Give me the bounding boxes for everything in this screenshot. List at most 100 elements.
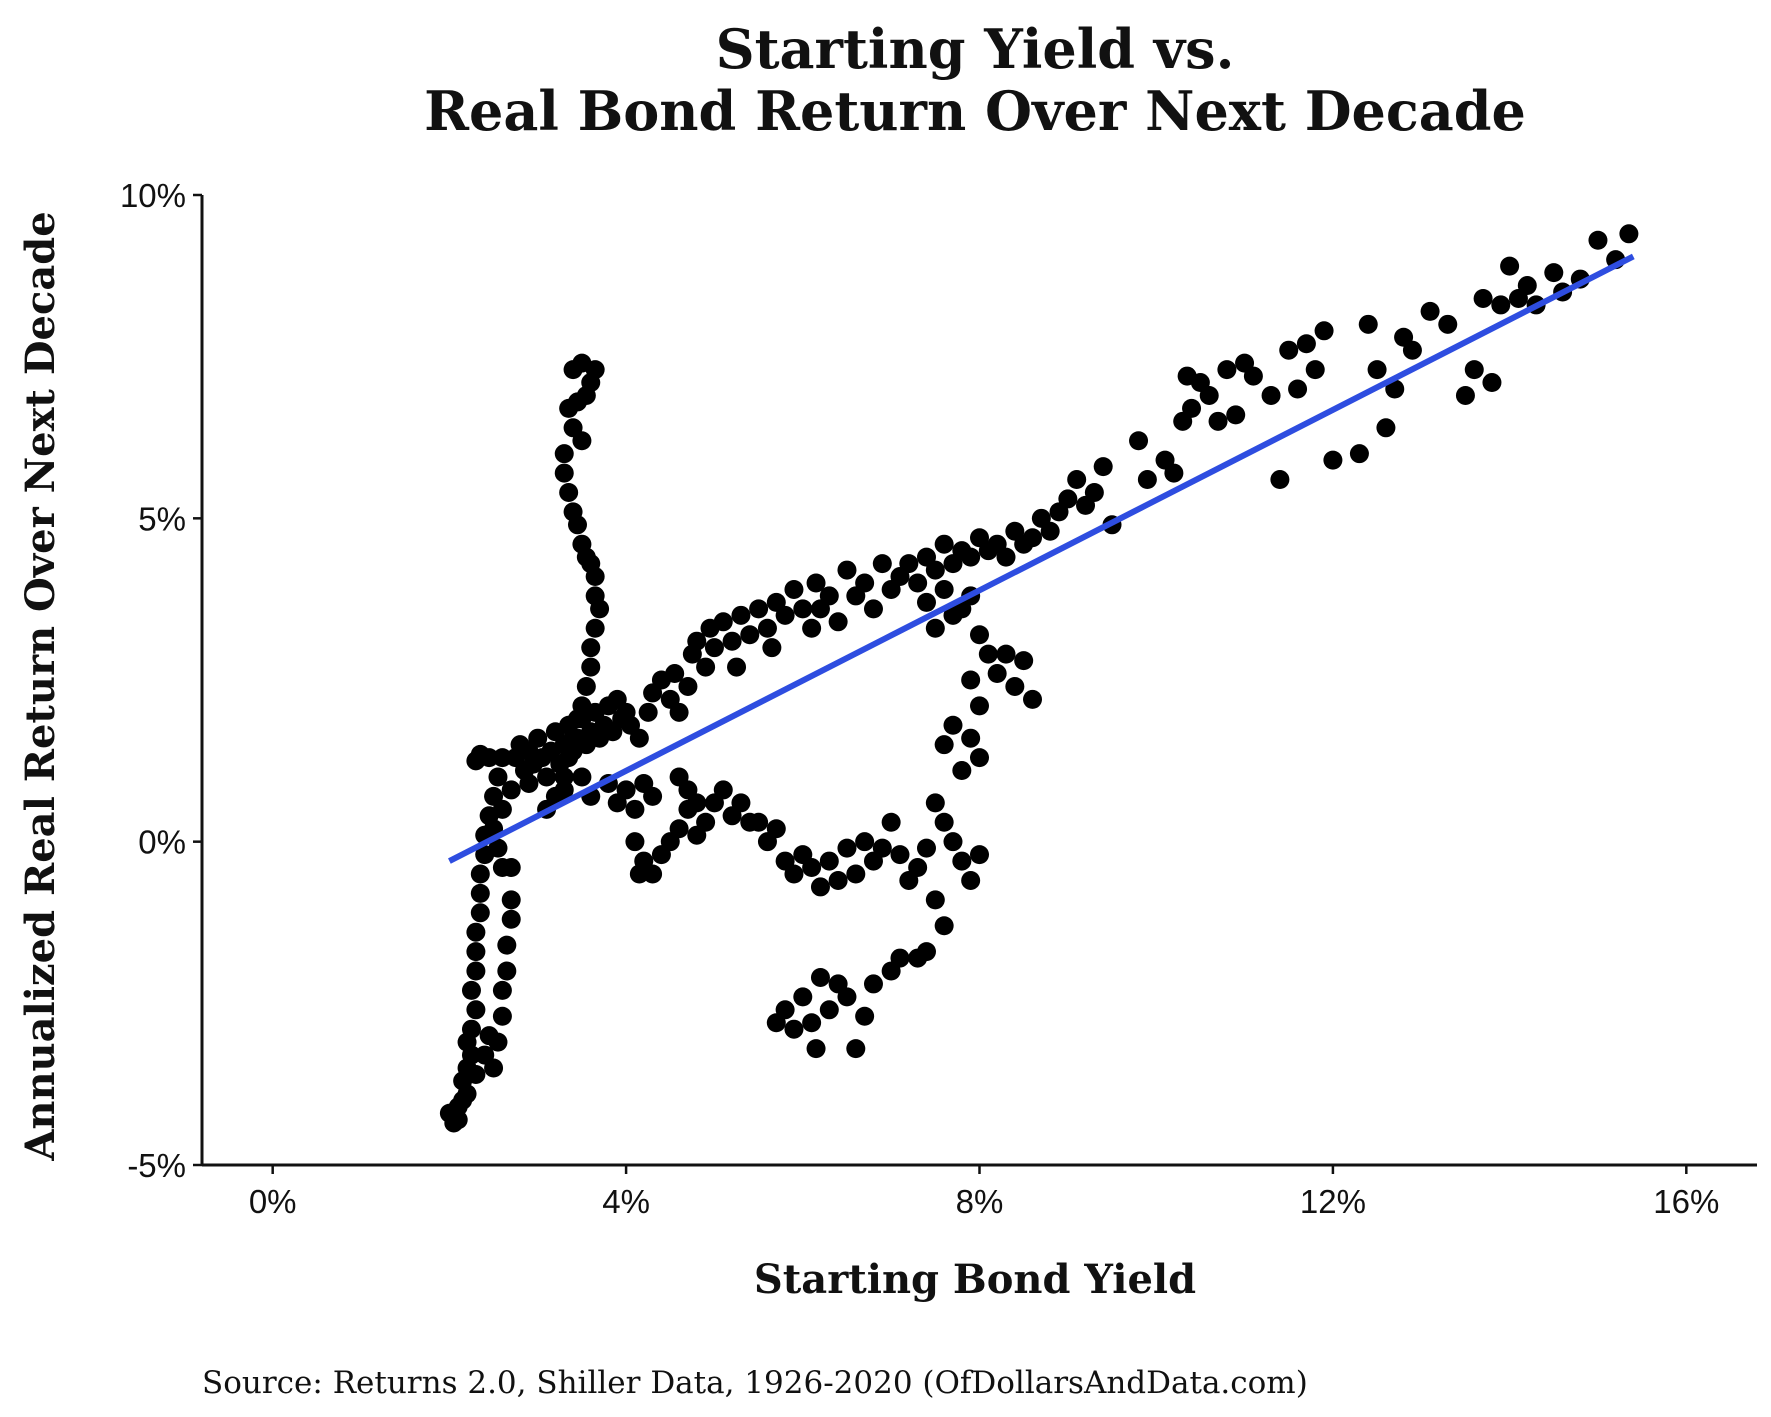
data-point <box>638 702 658 722</box>
data-point <box>470 903 490 923</box>
data-point <box>1402 340 1422 360</box>
data-point <box>762 638 782 658</box>
data-point <box>863 599 883 619</box>
data-point <box>916 592 936 612</box>
data-point <box>828 870 848 890</box>
data-point <box>696 657 716 677</box>
data-point <box>908 573 928 593</box>
data-point <box>793 599 813 619</box>
x-tick-label: 16% <box>1653 1183 1719 1220</box>
data-point <box>651 845 671 865</box>
data-point <box>1376 418 1396 438</box>
data-point <box>492 980 512 1000</box>
data-point <box>846 1039 866 1059</box>
data-point <box>1093 457 1113 477</box>
data-point <box>461 1019 481 1039</box>
trend-line <box>448 253 1635 864</box>
data-point <box>819 1000 839 1020</box>
data-point <box>970 696 989 716</box>
data-point <box>961 728 981 748</box>
data-point <box>466 1064 486 1084</box>
data-point <box>1491 295 1511 315</box>
data-point <box>1438 314 1458 334</box>
data-point <box>501 890 521 910</box>
data-point <box>1517 276 1537 296</box>
data-point <box>1014 651 1034 671</box>
data-point <box>943 715 963 735</box>
data-point <box>492 799 512 819</box>
data-point <box>1544 263 1564 283</box>
data-point <box>908 858 928 878</box>
data-point <box>952 761 972 781</box>
data-point <box>704 638 724 658</box>
data-point <box>713 612 733 632</box>
data-point <box>863 974 883 994</box>
data-point <box>687 793 707 813</box>
data-point <box>731 793 751 813</box>
data-point <box>855 573 875 593</box>
x-ticks: 0% 4% 8% 12% 16% <box>249 1165 1719 1220</box>
data-point <box>466 942 486 962</box>
data-point <box>996 644 1016 664</box>
data-point <box>970 748 989 768</box>
data-point <box>492 1006 512 1026</box>
data-point <box>996 547 1016 567</box>
y-axis-title: Annualized Real Return Over Next Decade <box>17 211 64 1161</box>
data-point <box>537 767 557 787</box>
data-point <box>466 961 486 981</box>
data-point <box>563 728 583 748</box>
data-point <box>1464 360 1484 380</box>
data-point <box>1023 528 1043 548</box>
data-point <box>669 702 689 722</box>
data-point <box>466 1000 486 1020</box>
data-point <box>749 599 769 619</box>
data-point <box>470 864 490 884</box>
data-point <box>1588 230 1608 250</box>
data-point <box>625 832 645 852</box>
data-point <box>978 644 998 664</box>
data-point <box>629 864 649 884</box>
data-point <box>934 579 954 599</box>
data-point <box>727 657 747 677</box>
data-point <box>488 1032 508 1052</box>
source-note: Source: Returns 2.0, Shiller Data, 1926-… <box>202 1365 1308 1401</box>
chart-title-line-2: Real Bond Return Over Next Decade <box>424 79 1526 143</box>
data-point <box>916 838 936 858</box>
data-point <box>1058 489 1078 509</box>
data-point <box>1005 676 1025 696</box>
data-point <box>881 961 901 981</box>
data-point <box>559 398 579 418</box>
data-point <box>806 573 826 593</box>
data-point <box>625 799 645 819</box>
data-point <box>943 832 963 852</box>
data-point <box>492 748 512 768</box>
data-point <box>1482 373 1502 393</box>
data-point <box>837 560 857 580</box>
y-ticks: -5% 0% 5% 10% <box>120 177 202 1184</box>
data-point <box>501 858 521 878</box>
data-point <box>572 431 592 451</box>
data-point <box>775 605 795 625</box>
data-point <box>1217 360 1237 380</box>
data-point <box>678 676 698 696</box>
data-point <box>899 554 919 574</box>
data-point <box>696 812 716 832</box>
data-point <box>970 625 989 645</box>
data-point <box>793 987 813 1007</box>
data-point <box>1349 444 1369 464</box>
data-point <box>554 463 574 483</box>
data-point <box>819 586 839 606</box>
data-point <box>987 664 1007 684</box>
data-point <box>731 605 751 625</box>
data-point <box>1199 385 1219 405</box>
y-tick-label: 0% <box>138 824 186 861</box>
data-point <box>1385 379 1405 399</box>
chart-title-line-1: Starting Yield vs. <box>716 17 1235 81</box>
data-point <box>872 554 892 574</box>
data-point <box>1288 379 1308 399</box>
data-point <box>1305 360 1325 380</box>
data-point <box>740 625 760 645</box>
data-point <box>806 1039 826 1059</box>
data-point <box>497 935 517 955</box>
data-point <box>890 845 910 865</box>
